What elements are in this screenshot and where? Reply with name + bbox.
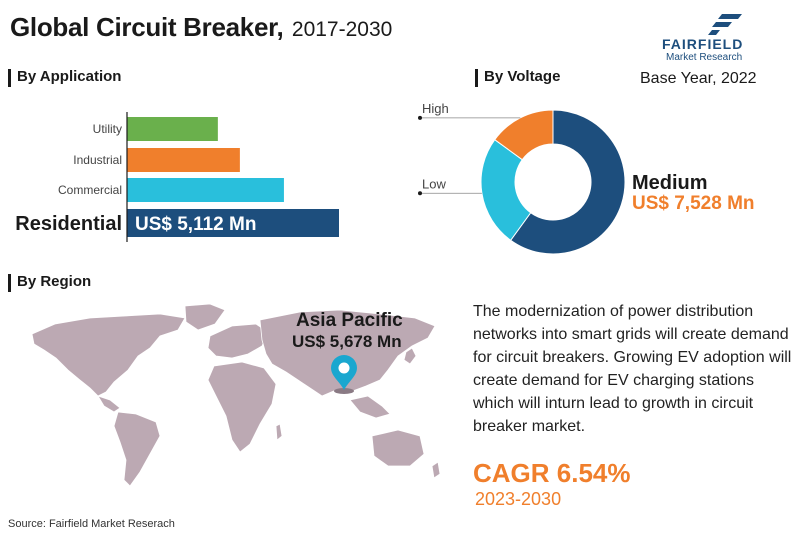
leader-dot-high [418,115,422,120]
category-label-industrial: Industrial [73,153,122,167]
source-note: Source: Fairfield Market Reserach [8,518,175,530]
australia-shape [371,429,425,467]
donut-label-high: High [422,101,449,116]
brand-subtitle: Market Research [666,52,743,63]
bar-industrial [127,148,240,172]
bar-residential [127,209,339,237]
section-marker [8,274,11,292]
section-title-application: By Application [17,68,122,85]
region-highlight-value: US$ 5,678 Mn [292,332,402,351]
category-label-residential: Residential [15,213,122,235]
south-america-shape [113,411,161,487]
bar-value-label: US$ 5,112 Mn [135,214,256,235]
section-title-voltage: By Voltage [484,68,561,85]
title-years: 2017-2030 [291,18,393,41]
donut-slice-medium [509,109,626,255]
donut-slice-high [494,109,554,161]
cagr-period: 2023-2030 [475,489,562,509]
bar-utility [127,117,218,141]
voltage-donut-chart: Low High [418,101,626,255]
medium-label: Medium [632,172,708,194]
central-america-shape [97,395,121,413]
brand-name: FAIRFIELD [662,36,744,52]
title-main: Global Circuit Breaker, [10,12,284,42]
world-map-landmasses [31,303,441,487]
asia-shape [259,309,436,397]
europe-shape [207,323,269,359]
section-marker [475,69,478,87]
section-title-region: By Region [17,273,92,290]
fairfield-logo-icon [708,14,742,35]
section-marker [8,69,11,87]
medium-value: US$ 7,528 Mn [632,193,755,214]
bar-commercial [127,178,284,202]
application-bar-chart: Utility Industrial Commercial Residential US… [15,112,339,242]
world-map [31,303,441,487]
map-pin-icon [331,355,357,394]
southeast-asia-shape [349,395,391,419]
japan-shape [403,347,417,365]
new-zealand-shape [431,461,441,479]
donut-label-low: Low [422,176,446,191]
region-highlight-name: Asia Pacific [296,310,403,331]
north-america-shape [31,313,186,397]
page-title: Global Circuit Breaker, 2017-2030 [10,12,392,43]
cagr-value: CAGR 6.54% [473,458,631,488]
leader-dot-low [418,191,422,196]
category-label-commercial: Commercial [58,183,122,197]
base-year-label: Base Year, 2022 [640,70,757,87]
description-text: The modernization of power distribution … [473,303,792,435]
africa-shape [207,361,277,453]
madagascar-shape [275,423,283,441]
category-label-utility: Utility [93,122,122,136]
greenland-shape [184,303,226,331]
